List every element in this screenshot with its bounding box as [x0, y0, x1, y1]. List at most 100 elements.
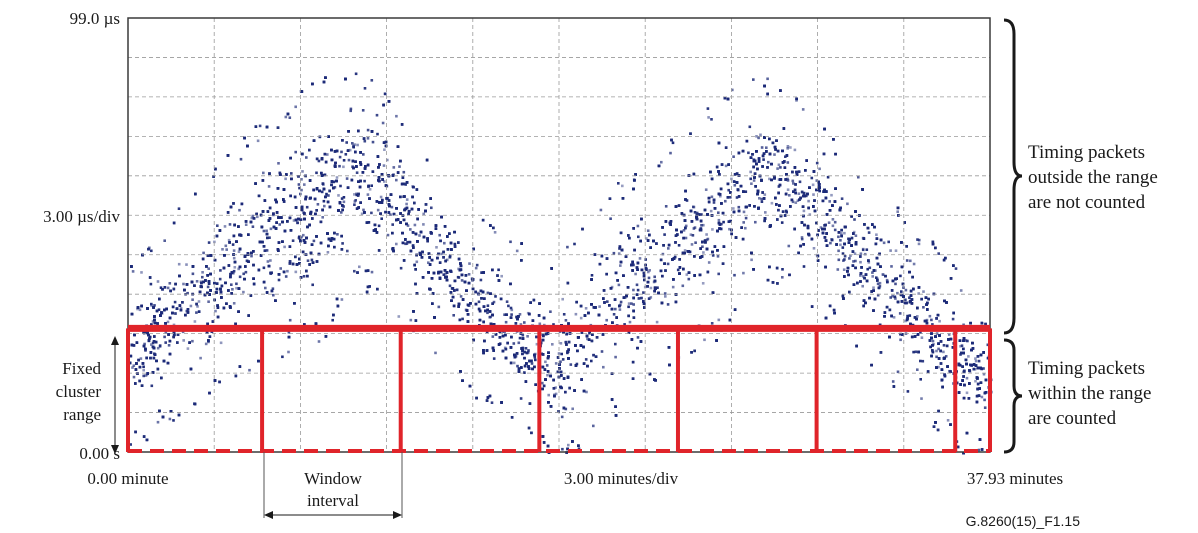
data-point: [408, 240, 412, 244]
data-point: [362, 137, 366, 140]
data-point: [939, 340, 943, 343]
data-point: [362, 153, 365, 156]
data-point: [585, 390, 588, 394]
data-point: [370, 211, 373, 215]
data-point: [342, 165, 345, 169]
data-point: [134, 430, 137, 434]
data-point: [763, 193, 767, 196]
data-point: [132, 375, 136, 379]
data-point: [748, 204, 751, 207]
data-point: [199, 356, 202, 360]
data-point: [957, 362, 961, 366]
data-point: [545, 364, 549, 367]
data-point: [602, 289, 606, 292]
data-point: [786, 179, 790, 182]
data-point: [724, 164, 728, 168]
data-point: [621, 184, 624, 188]
data-point: [720, 222, 723, 226]
data-point: [434, 351, 437, 355]
data-point: [831, 224, 835, 228]
data-point: [179, 307, 183, 310]
data-point: [702, 251, 705, 254]
data-point: [231, 243, 235, 246]
data-point: [749, 170, 752, 174]
data-point: [682, 229, 686, 232]
data-point: [737, 205, 741, 209]
data-point: [871, 271, 874, 274]
data-point: [712, 201, 716, 204]
data-point: [342, 196, 346, 199]
data-point: [376, 132, 379, 136]
data-point: [922, 290, 925, 293]
data-point: [617, 182, 620, 185]
data-point: [579, 304, 583, 308]
data-point: [131, 366, 134, 369]
data-point: [632, 263, 635, 267]
data-point: [859, 260, 862, 264]
data-point: [292, 219, 296, 222]
data-point: [330, 183, 333, 187]
data-point: [949, 277, 953, 280]
data-point: [781, 268, 784, 271]
data-point: [937, 409, 940, 413]
data-point: [693, 211, 697, 214]
data-point: [637, 235, 640, 239]
data-point: [655, 242, 658, 245]
data-point: [129, 443, 132, 446]
data-point: [925, 318, 929, 322]
data-point: [342, 159, 346, 162]
data-point: [747, 151, 750, 155]
data-point: [913, 316, 917, 319]
data-point: [286, 269, 289, 273]
data-point: [936, 428, 940, 432]
data-point: [328, 189, 331, 193]
data-point: [176, 341, 179, 344]
data-point: [850, 236, 854, 240]
data-point: [166, 286, 170, 290]
data-point: [405, 202, 408, 206]
data-point: [881, 273, 885, 276]
data-point: [395, 114, 398, 118]
data-point: [810, 176, 814, 180]
data-point: [618, 247, 621, 250]
data-point: [579, 304, 583, 308]
data-point: [744, 190, 748, 193]
data-point: [268, 172, 271, 175]
data-point: [794, 201, 798, 204]
data-point: [440, 252, 443, 256]
data-point: [219, 341, 223, 345]
data-point: [377, 249, 381, 252]
data-point: [776, 149, 780, 153]
data-point: [355, 193, 359, 197]
data-point: [232, 202, 235, 205]
data-point: [168, 417, 172, 421]
data-point: [524, 347, 528, 350]
data-point: [717, 218, 721, 222]
data-point: [510, 335, 513, 339]
data-point: [140, 384, 144, 387]
data-point: [546, 373, 549, 377]
data-point: [694, 241, 697, 244]
data-point: [278, 171, 282, 175]
data-point: [917, 242, 921, 246]
data-point: [707, 261, 711, 264]
data-point: [763, 219, 766, 223]
data-point: [618, 308, 622, 311]
data-point: [191, 339, 194, 343]
data-point: [474, 266, 478, 270]
data-point: [142, 368, 145, 372]
data-point: [330, 183, 333, 187]
data-point: [144, 374, 147, 377]
data-point: [356, 271, 359, 274]
data-point: [268, 172, 271, 175]
data-point: [358, 265, 361, 269]
data-point: [561, 447, 564, 451]
data-point: [288, 116, 292, 119]
data-point: [660, 160, 663, 164]
data-point: [262, 266, 266, 270]
data-point: [341, 139, 344, 142]
data-point: [592, 424, 595, 428]
data-point: [409, 228, 412, 231]
data-point: [695, 211, 699, 215]
data-point: [954, 267, 958, 270]
